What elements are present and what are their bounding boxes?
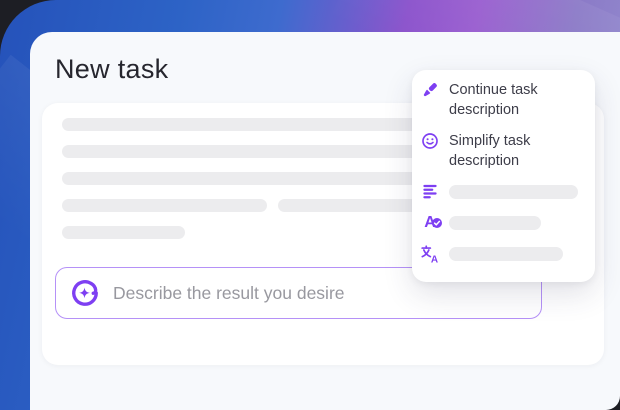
skeleton-row: [62, 226, 584, 239]
ai-sparkle-icon: [72, 280, 98, 306]
menu-item-spellcheck[interactable]: A: [420, 213, 583, 233]
pen-icon: [420, 80, 440, 100]
svg-text:A: A: [431, 254, 438, 264]
menu-item-translate[interactable]: A: [420, 244, 583, 264]
menu-item-skeleton-bar: [449, 216, 541, 230]
skeleton-bar: [62, 226, 185, 239]
check-badge-icon: [432, 218, 442, 228]
spellcheck-icon: A: [420, 213, 442, 233]
align-left-icon: [420, 182, 440, 202]
menu-item-skeleton-bar: [449, 247, 563, 261]
menu-item-continue-task[interactable]: Continue task description: [420, 80, 583, 120]
skeleton-bar: [62, 199, 267, 212]
prompt-input[interactable]: [113, 282, 527, 304]
menu-item-skeleton-bar: [449, 185, 578, 199]
menu-item-label: Continue task description: [449, 82, 538, 118]
smiley-icon: [420, 131, 440, 151]
page-title: New task: [55, 54, 169, 84]
translate-icon: A: [420, 244, 440, 264]
menu-item-summarize[interactable]: [420, 182, 583, 202]
ai-actions-menu: Continue task description Simplify task …: [412, 70, 595, 282]
menu-item-simplify-task[interactable]: Simplify task description: [420, 131, 583, 171]
menu-item-label: Simplify task description: [449, 133, 531, 169]
